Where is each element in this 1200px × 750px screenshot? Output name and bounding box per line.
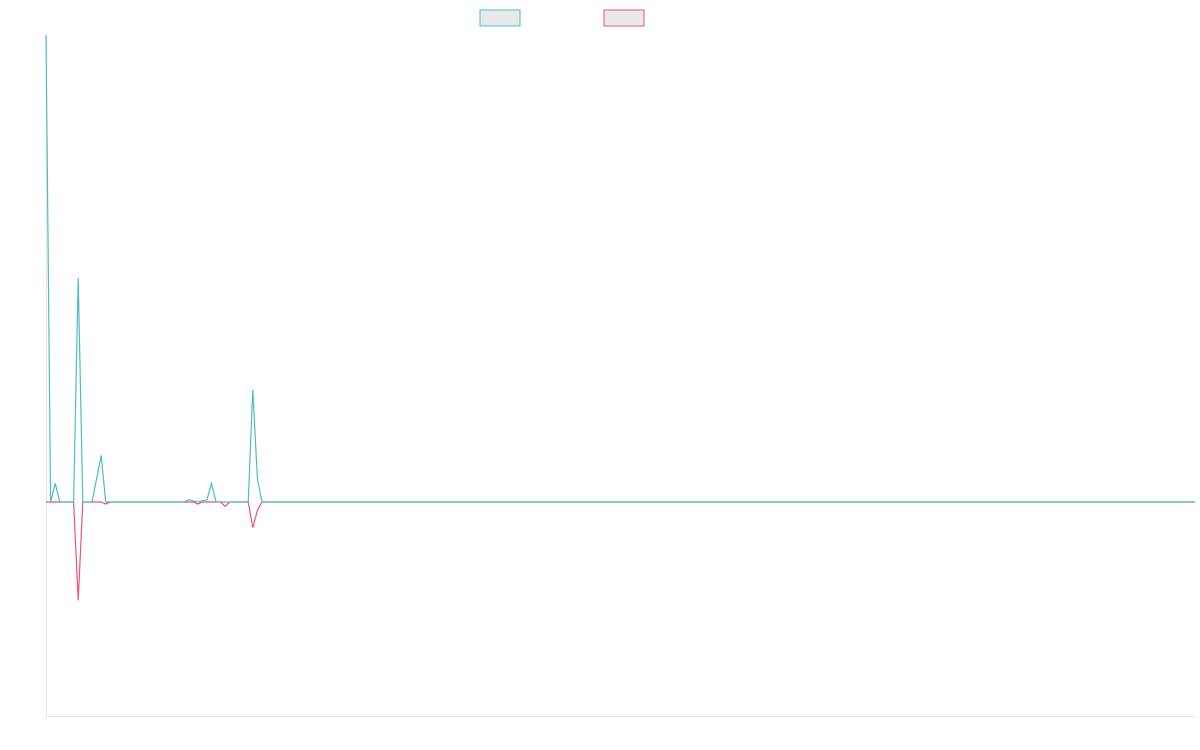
legend-swatch-1[interactable]	[479, 9, 521, 27]
legend	[479, 9, 645, 27]
series-line-2	[46, 501, 1195, 601]
series-layer	[45, 34, 1195, 601]
legend-swatch-2[interactable]	[603, 9, 645, 27]
series-line-1	[45, 34, 1195, 503]
